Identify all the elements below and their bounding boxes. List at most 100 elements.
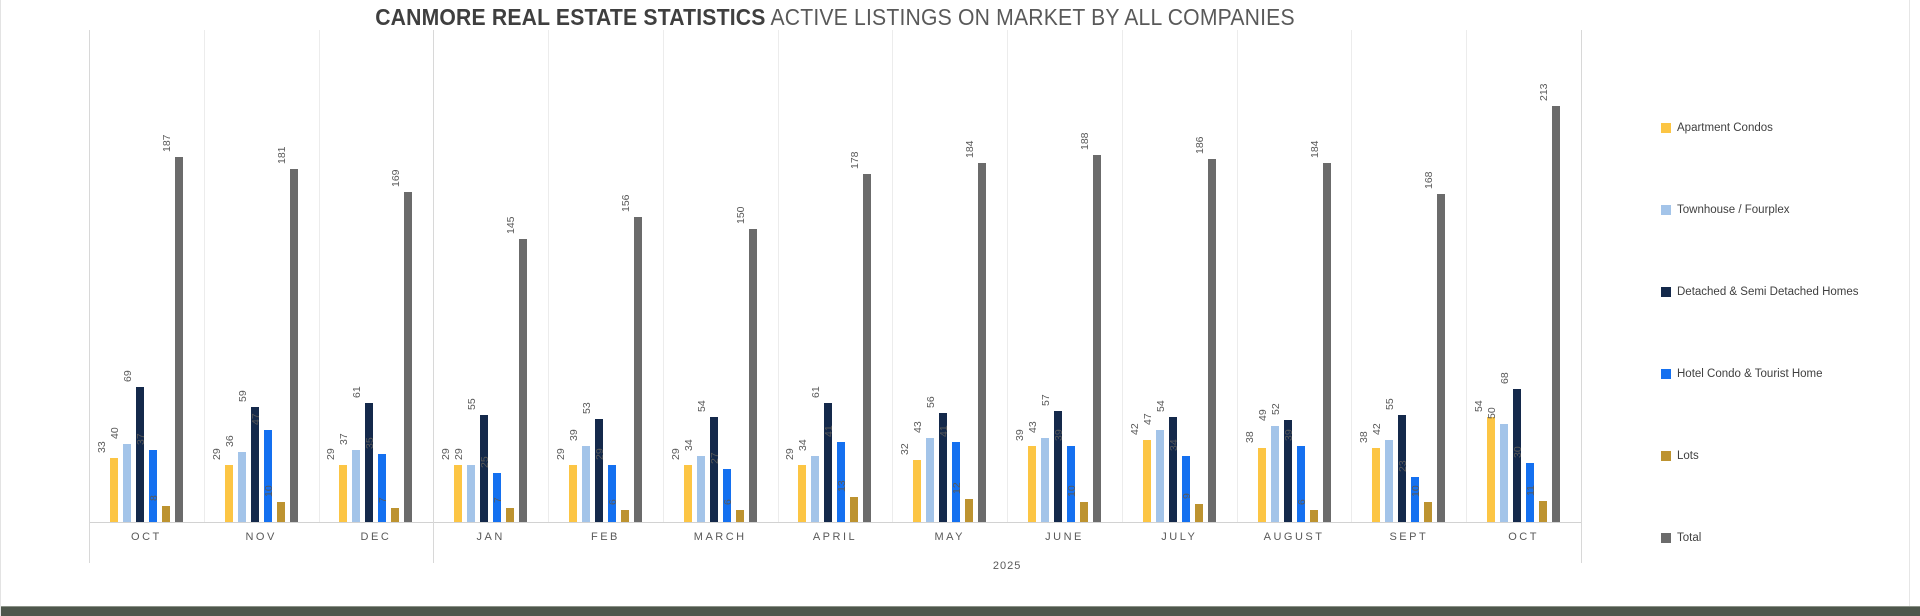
bar-group-oct-12: 54 50 68 30 11 213 [1466,30,1581,522]
bar-total [174,157,183,522]
value-label-hotel-condo-tourist-home: 27 [708,452,721,464]
bar-apartment-condos [224,465,233,522]
category-separator-line [548,30,549,522]
bar-apartment-condos [454,465,463,522]
value-label-lots: 13 [836,480,849,492]
chart-title-bold: CANMORE REAL ESTATE STATISTICS [375,4,766,30]
x-axis-year-label: 2025 [992,560,1022,572]
category-separator-line [1122,30,1123,522]
value-label-apartment-condos: 29 [784,448,797,460]
bar-hotel-condo-tourist-home [1067,446,1076,522]
value-label-apartment-condos: 29 [210,448,223,460]
value-label-total: 169 [390,169,403,187]
bar-total [1207,159,1216,522]
value-label-townhouse-fourplex: 34 [797,439,810,451]
legend-label-total: Total [1677,532,1702,544]
value-label-townhouse-fourplex: 36 [223,435,236,447]
bar-group-nov-1: 29 36 59 47 10 181 [204,30,319,522]
value-label-total: 184 [1308,140,1321,158]
legend-swatch-townhouse-fourplex [1661,205,1671,215]
value-label-detached-semi-detached-homes: 54 [695,400,708,412]
category-separator-line [663,30,664,522]
bar-lots [1080,502,1089,522]
bar-apartment-condos [339,465,348,522]
bar-apartment-condos [109,458,118,522]
year-separator-line [89,30,90,563]
bar-detached-semi-detached-homes [1054,411,1063,522]
bar-townhouse-fourplex [467,465,476,522]
bar-lots [965,499,974,522]
legend-item-lots: Lots [1661,446,1911,466]
value-label-hotel-condo-tourist-home: 37 [134,433,147,445]
value-label-townhouse-fourplex: 50 [1486,407,1499,419]
value-label-detached-semi-detached-homes: 53 [580,402,593,414]
legend-item-apartment-condos: Apartment Condos [1661,118,1911,138]
legend-label-hotel-condo-tourist-home: Hotel Condo & Tourist Home [1677,368,1823,380]
year-separator-line [433,30,434,563]
bar-townhouse-fourplex [1500,424,1509,522]
bar-group-july-9: 42 47 54 34 9 186 [1122,30,1237,522]
bar-detached-semi-detached-homes [1168,417,1177,522]
value-label-townhouse-fourplex: 40 [108,427,121,439]
bar-group-jan-3: 29 29 55 25 7 145 [433,30,548,522]
value-label-detached-semi-detached-homes: 61 [810,386,823,398]
bar-group-feb-4: 29 39 53 29 6 156 [548,30,663,522]
bar-lots [276,502,285,522]
value-label-hotel-condo-tourist-home: 34 [1167,439,1180,451]
value-label-townhouse-fourplex: 49 [1256,409,1269,421]
bar-total [863,174,872,522]
value-label-apartment-condos: 38 [1243,431,1256,443]
bar-detached-semi-detached-homes [1398,415,1407,522]
bar-group-dec-2: 29 37 61 35 7 169 [319,30,434,522]
value-label-detached-semi-detached-homes: 68 [1499,372,1512,384]
legend-item-hotel-condo-tourist-home: Hotel Condo & Tourist Home [1661,364,1911,384]
bar-townhouse-fourplex [1270,426,1279,522]
value-label-total: 178 [849,151,862,169]
x-axis-label-dec-2: DEC [360,531,392,543]
bar-lots [1309,510,1318,522]
value-label-hotel-condo-tourist-home: 25 [479,456,492,468]
value-label-apartment-condos: 29 [325,448,338,460]
value-label-townhouse-fourplex: 43 [912,421,925,433]
value-label-total: 168 [1423,171,1436,189]
value-label-apartment-condos: 29 [440,448,453,460]
category-separator-line [1007,30,1008,522]
value-label-total: 145 [505,216,518,234]
legend-swatch-apartment-condos [1661,123,1671,133]
bar-apartment-condos [913,460,922,522]
value-label-townhouse-fourplex: 29 [453,448,466,460]
value-label-lots: 11 [1525,485,1538,496]
value-label-lots: 6 [721,499,734,505]
legend-label-apartment-condos: Apartment Condos [1677,122,1773,134]
bar-detached-semi-detached-homes [250,407,259,522]
value-label-apartment-condos: 29 [669,448,682,460]
bar-lots [161,506,170,522]
x-axis-label-oct-0: OCT [131,531,162,543]
legend-swatch-total [1661,533,1671,543]
bar-detached-semi-detached-homes [824,403,833,522]
legend-swatch-detached-semi-detached-homes [1661,287,1671,297]
bar-total [978,163,987,522]
bar-townhouse-fourplex [122,444,131,522]
value-label-apartment-condos: 33 [95,441,108,453]
bar-detached-semi-detached-homes [1513,389,1522,522]
bar-total [1322,163,1331,522]
bar-hotel-condo-tourist-home [378,454,387,522]
x-axis-labels: OCT NOV DEC JAN FEB MARCH APRIL MAY JUNE JULY AUGU… [89,531,1581,547]
bar-hotel-condo-tourist-home [1181,456,1190,522]
value-label-hotel-condo-tourist-home: 39 [1053,429,1066,441]
x-axis-label-august-10: AUGUST [1263,531,1325,543]
legend-label-lots: Lots [1677,450,1699,462]
bar-detached-semi-detached-homes [1283,420,1292,522]
value-label-townhouse-fourplex: 43 [1027,421,1040,433]
value-label-total: 186 [1193,136,1206,154]
bar-lots [506,508,515,522]
bar-lots [1539,501,1548,522]
x-axis-label-jan-3: JAN [476,531,505,543]
bar-lots [1194,504,1203,522]
bar-group-oct-0: 33 40 69 37 8 187 [89,30,204,522]
x-axis-label-feb-4: FEB [590,531,620,543]
value-label-apartment-condos: 54 [1473,400,1486,412]
category-separator-line [778,30,779,522]
bar-total [633,217,642,522]
